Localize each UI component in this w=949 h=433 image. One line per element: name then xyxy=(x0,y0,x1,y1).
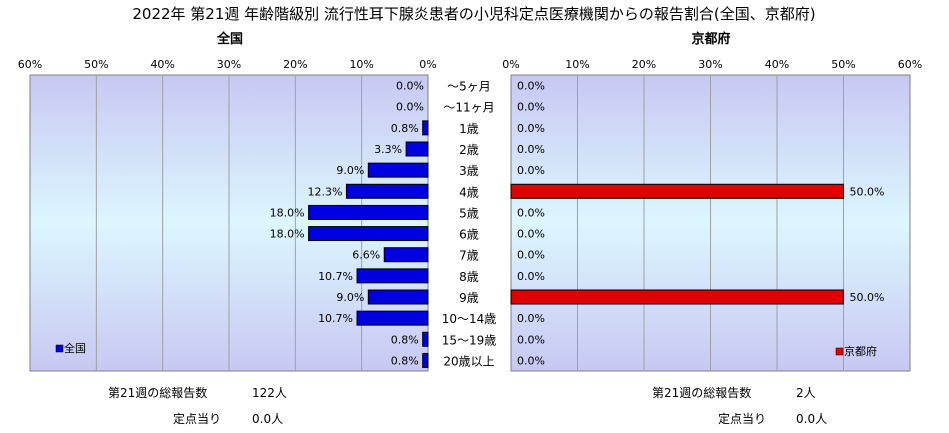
right-tick-label: 20% xyxy=(632,58,656,71)
right-bar xyxy=(510,183,844,199)
chart-title: 2022年 第21週 年齢階級別 流行性耳下腺炎患者の小児科定点医療機関からの報… xyxy=(132,5,815,23)
age-category-label: ～5ヶ月 xyxy=(447,80,491,94)
left-value-labels: 0.0%0.0%0.8%3.3%9.0%12.3%18.0%18.0%6.6%1… xyxy=(270,80,424,368)
left-value-label: 18.0% xyxy=(270,228,305,241)
age-category-label: 5歳 xyxy=(459,206,479,220)
left-total-label: 第21週の総報告数 xyxy=(108,385,207,400)
age-category-label: 8歳 xyxy=(459,270,479,284)
right-value-label: 0.0% xyxy=(517,333,545,346)
left-tick-label: 10% xyxy=(349,58,373,71)
age-category-label: ～11ヶ月 xyxy=(443,101,494,115)
age-category-label: 4歳 xyxy=(459,185,479,199)
right-value-label: 0.0% xyxy=(517,206,545,219)
left-bar xyxy=(383,247,429,263)
age-category-label: 15～19歳 xyxy=(442,333,497,347)
left-value-label: 10.7% xyxy=(318,270,353,283)
left-value-label: 9.0% xyxy=(336,291,364,304)
left-bar xyxy=(422,352,429,368)
right-value-label: 0.0% xyxy=(517,249,545,262)
right-panel-title: 京都府 xyxy=(691,31,730,47)
right-value-label: 50.0% xyxy=(850,291,885,304)
left-value-label: 0.0% xyxy=(396,101,424,114)
left-total-value: 122人 xyxy=(252,386,287,400)
left-bars xyxy=(308,120,429,368)
right-tick-label: 10% xyxy=(565,58,589,71)
left-legend-swatch xyxy=(55,344,64,353)
left-tick-label: 40% xyxy=(150,58,174,71)
right-gridlines xyxy=(577,75,844,371)
right-value-label: 0.0% xyxy=(517,312,545,325)
age-category-label: 2歳 xyxy=(459,143,479,157)
right-tick-labels: 0% 10% 20% 30% 40% 50% 60% xyxy=(502,58,922,71)
right-value-label: 0.0% xyxy=(517,101,545,114)
age-category-label: 6歳 xyxy=(459,228,479,242)
left-value-label: 6.6% xyxy=(352,249,380,262)
right-legend-swatch xyxy=(835,347,844,356)
left-value-label: 9.0% xyxy=(336,164,364,177)
right-value-label: 0.0% xyxy=(517,164,545,177)
age-category-label: 1歳 xyxy=(459,122,479,136)
left-bar xyxy=(356,310,429,326)
left-tick-label: 30% xyxy=(217,58,241,71)
left-bar xyxy=(345,183,429,199)
age-category-label: 7歳 xyxy=(459,249,479,263)
right-value-label: 0.0% xyxy=(517,228,545,241)
left-bar xyxy=(308,204,429,220)
left-value-label: 0.8% xyxy=(391,354,419,367)
right-value-label: 0.0% xyxy=(517,143,545,156)
right-bar xyxy=(510,289,844,305)
left-bar xyxy=(356,268,429,284)
right-value-label: 0.0% xyxy=(517,80,545,93)
right-value-labels: 0.0% 0.0% 0.0% 0.0% 0.0% 50.0% 0.0% 0.0% 0.0% 0.0… xyxy=(517,80,884,368)
left-tick-labels: 60% 50% 40% 30% 20% 10% 0% xyxy=(18,58,437,71)
age-category-labels: ～5ヶ月 ～11ヶ月 1歳 2歳 3歳 4歳 5歳 6歳 7歳 8歳 9歳 10～14歳 15～19歳 2… xyxy=(442,80,497,369)
right-tick-label: 40% xyxy=(765,58,789,71)
right-per-site-value: 0.0人 xyxy=(796,412,827,426)
right-bars xyxy=(510,183,844,305)
left-value-label: 10.7% xyxy=(318,312,353,325)
age-category-label: 9歳 xyxy=(459,291,479,305)
left-value-label: 12.3% xyxy=(307,185,342,198)
right-per-site-label: 定点当り xyxy=(718,411,766,426)
left-value-label: 0.0% xyxy=(396,80,424,93)
left-tick-label: 20% xyxy=(283,58,307,71)
left-tick-label: 50% xyxy=(84,58,108,71)
right-value-label: 0.0% xyxy=(517,122,545,135)
right-value-label: 0.0% xyxy=(517,354,545,367)
left-per-site-value: 0.0人 xyxy=(252,412,283,426)
age-category-label: 20歳以上 xyxy=(443,354,494,368)
right-total-value: 2人 xyxy=(796,386,816,400)
left-bar xyxy=(405,141,429,157)
right-tick-label: 30% xyxy=(698,58,722,71)
left-legend-label: 全国 xyxy=(64,341,86,355)
left-per-site-label: 定点当り xyxy=(173,411,221,426)
age-category-label: 3歳 xyxy=(459,164,479,178)
age-category-label: 10～14歳 xyxy=(442,312,497,326)
left-value-label: 0.8% xyxy=(391,333,419,346)
left-tick-label: 0% xyxy=(419,58,436,71)
left-bar xyxy=(308,226,429,242)
right-total-label: 第21週の総報告数 xyxy=(652,385,751,400)
left-panel-title: 全国 xyxy=(216,31,243,47)
left-tick-label: 60% xyxy=(18,58,42,71)
right-value-label: 50.0% xyxy=(850,185,885,198)
right-tick-label: 50% xyxy=(831,58,855,71)
left-bar xyxy=(367,162,429,178)
left-bar xyxy=(367,289,429,305)
left-value-label: 3.3% xyxy=(374,143,402,156)
left-value-label: 0.8% xyxy=(391,122,419,135)
right-legend-label: 京都府 xyxy=(844,344,877,358)
right-tick-label: 0% xyxy=(502,58,519,71)
right-tick-label: 60% xyxy=(898,58,922,71)
left-bar xyxy=(422,331,429,347)
left-bar xyxy=(422,120,429,136)
right-value-label: 0.0% xyxy=(517,270,545,283)
left-value-label: 18.0% xyxy=(270,206,305,219)
